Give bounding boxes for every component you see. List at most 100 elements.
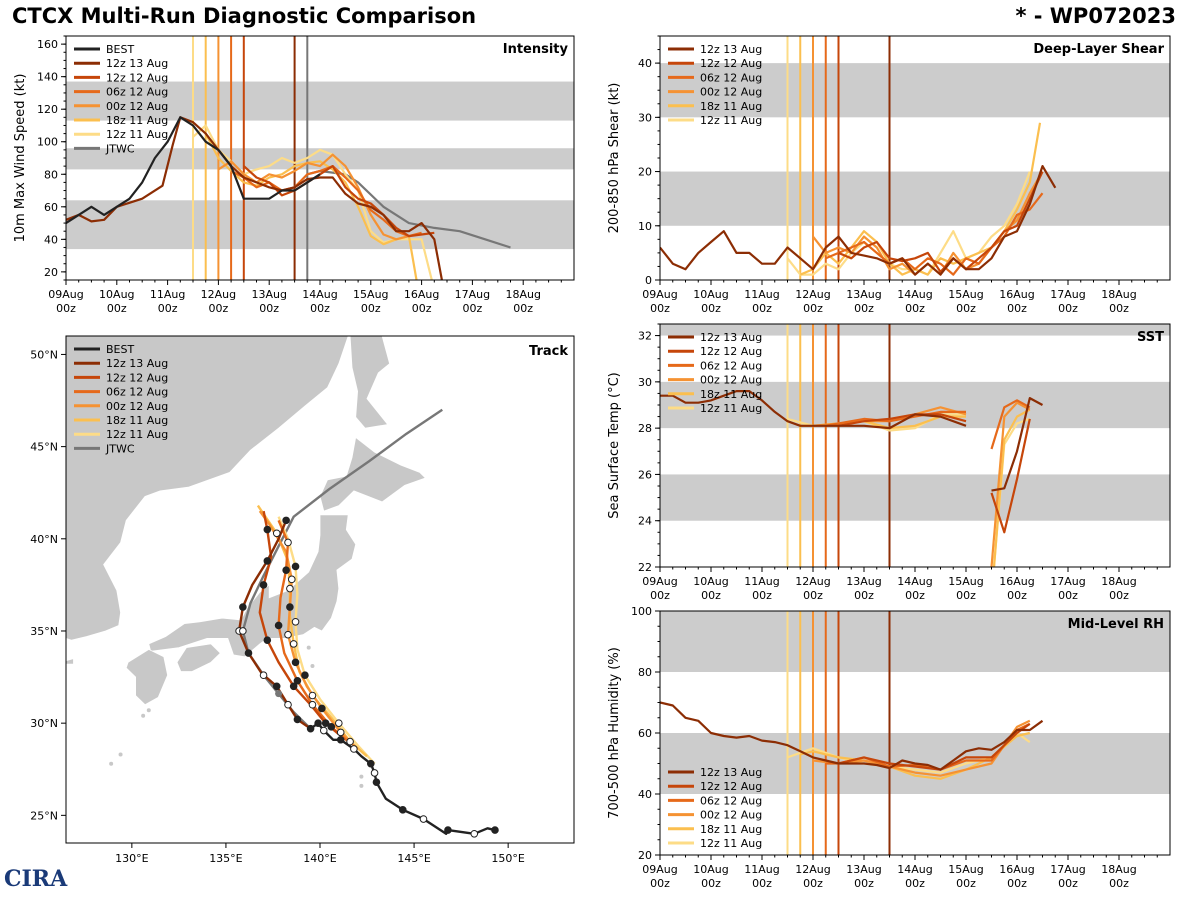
shear-panel: 01020304009Aug00z10Aug00z11Aug00z12Aug00… <box>607 35 1171 315</box>
track-marker-best <box>470 829 479 838</box>
intensity-xtick-label-date: 16Aug <box>404 288 439 301</box>
shear-shade-band <box>660 63 1170 118</box>
track-marker-12z-13-aug <box>263 557 272 565</box>
land-small-island <box>359 783 364 788</box>
rh-ylabel: 700-500 hPa Humidity (%) <box>607 647 622 819</box>
sst-xtick-label-hour: 00z <box>905 589 925 602</box>
shear-title: Deep-Layer Shear <box>1033 42 1164 57</box>
intensity-xtick-label-date: 13Aug <box>251 288 286 301</box>
track-lat-label: 30°N <box>30 717 58 730</box>
sst-series-12z-12-aug <box>838 413 967 427</box>
rh-ytick-label: 80 <box>638 666 652 679</box>
track-title: Track <box>529 344 568 359</box>
land-small-island <box>141 713 146 718</box>
track-marker-18z-11-aug <box>308 691 317 700</box>
intensity-xtick-label-date: 17Aug <box>455 288 490 301</box>
track-series-best <box>309 722 496 835</box>
track-series-12z-11-aug <box>277 516 376 765</box>
intensity-shade-band <box>66 81 574 121</box>
track-lat-label: 35°N <box>30 625 58 638</box>
track-marker-06z-12-aug <box>308 700 317 709</box>
rh-ytick-label: 100 <box>631 605 652 618</box>
track-marker-12z-12-aug <box>259 581 268 589</box>
sst-legend-label: 12z 13 Aug <box>700 331 762 344</box>
intensity-ytick-label: 100 <box>37 136 58 149</box>
intensity-ytick-label: 140 <box>37 71 58 84</box>
track-legend-label: 12z 13 Aug <box>106 357 168 370</box>
intensity-series-12z-13-aug <box>66 116 443 280</box>
rh-xtick-label-hour: 00z <box>956 877 976 890</box>
shear-xtick-label-date: 16Aug <box>999 288 1034 301</box>
rh-xtick-label-hour: 00z <box>1007 877 1027 890</box>
track-marker-best <box>367 759 375 768</box>
rh-xtick-label-hour: 00z <box>752 877 772 890</box>
intensity-legend-label: BEST <box>106 43 134 56</box>
track-marker-12z-11-aug <box>291 617 300 626</box>
land-small-island <box>118 752 123 757</box>
intensity-xtick-label-date: 10Aug <box>99 288 134 301</box>
sst-legend-label: 18z 11 Aug <box>700 388 762 401</box>
shear-ytick-label: 20 <box>638 166 652 179</box>
rh-xtick-label-date: 16Aug <box>999 863 1034 876</box>
storm-id: * - WP072023 <box>1015 4 1176 28</box>
intensity-panel: 2040608010012014016009Aug00z10Aug00z11Au… <box>13 35 575 315</box>
shear-shade-band <box>660 171 1170 226</box>
shear-series-12z-13-aug <box>660 165 1057 276</box>
sst-ytick-label: 22 <box>638 561 652 574</box>
sst-series-12z-13-aug-late <box>991 397 1044 492</box>
shear-legend-label: 12z 11 Aug <box>700 114 762 127</box>
sst-xtick-label-date: 11Aug <box>744 575 779 588</box>
land-shikoku <box>176 643 221 672</box>
intensity-xtick-label-hour: 00z <box>209 302 229 315</box>
track-marker-best <box>372 778 381 786</box>
track-legend-label: 18z 11 Aug <box>106 414 168 427</box>
shear-xtick-label-date: 10Aug <box>693 288 728 301</box>
track-marker-12z-12-aug <box>263 525 272 534</box>
shear-legend-label: 06z 12 Aug <box>700 71 762 84</box>
sst-ytick-label: 24 <box>638 515 652 528</box>
land-honshu <box>148 514 357 658</box>
intensity-xtick-label-hour: 00z <box>513 302 533 315</box>
land-small-island <box>306 645 311 650</box>
intensity-legend-label: 12z 13 Aug <box>106 57 168 70</box>
shear-xtick-label-hour: 00z <box>1109 302 1129 315</box>
sst-series-06z-12-aug-late <box>990 399 1031 450</box>
shear-legend-label: 00z 12 Aug <box>700 86 762 99</box>
rh-legend-label: 12z 12 Aug <box>700 780 762 793</box>
track-legend-label: 06z 12 Aug <box>106 386 168 399</box>
land-mainland <box>66 336 349 641</box>
track-lon-label: 130°E <box>115 852 148 865</box>
track-marker-jtwc-current <box>275 690 283 698</box>
shear-xtick-label-hour: 00z <box>854 302 874 315</box>
track-marker-best <box>319 726 328 735</box>
rh-xtick-label-date: 14Aug <box>897 863 932 876</box>
rh-xtick-label-date: 12Aug <box>795 863 830 876</box>
rh-legend-label: 06z 12 Aug <box>700 794 762 807</box>
sst-xtick-label-date: 12Aug <box>795 575 830 588</box>
sst-xtick-label-date: 16Aug <box>999 575 1034 588</box>
track-marker-00z-12-aug <box>318 704 326 713</box>
intensity-legend-label: 12z 12 Aug <box>106 71 168 84</box>
sst-title: SST <box>1137 330 1164 345</box>
shear-xtick-label-hour: 00z <box>650 302 670 315</box>
track-marker-12z-13-aug <box>244 649 253 657</box>
shear-legend-label: 12z 13 Aug <box>700 43 762 56</box>
track-legend-label: 12z 12 Aug <box>106 371 168 384</box>
land-small-island <box>310 664 315 669</box>
track-marker-18z-11-aug <box>289 640 298 648</box>
sst-shade-band <box>660 381 1170 429</box>
sst-xtick-label-date: 17Aug <box>1050 575 1085 588</box>
track-lon-label: 150°E <box>491 852 524 865</box>
track-marker-06z-12-aug <box>293 676 302 685</box>
track-lon-label: 135°E <box>209 852 242 865</box>
sst-plot-area <box>660 324 1044 567</box>
rh-series-12z-13-aug <box>660 701 1044 771</box>
shear-ytick-label: 0 <box>645 274 652 287</box>
rh-xtick-label-date: 18Aug <box>1101 863 1136 876</box>
sst-xtick-label-hour: 00z <box>1058 589 1078 602</box>
intensity-shade-band <box>66 200 574 250</box>
intensity-xtick-label-hour: 00z <box>56 302 76 315</box>
rh-xtick-label-hour: 00z <box>854 877 874 890</box>
shear-ytick-label: 10 <box>638 220 652 233</box>
